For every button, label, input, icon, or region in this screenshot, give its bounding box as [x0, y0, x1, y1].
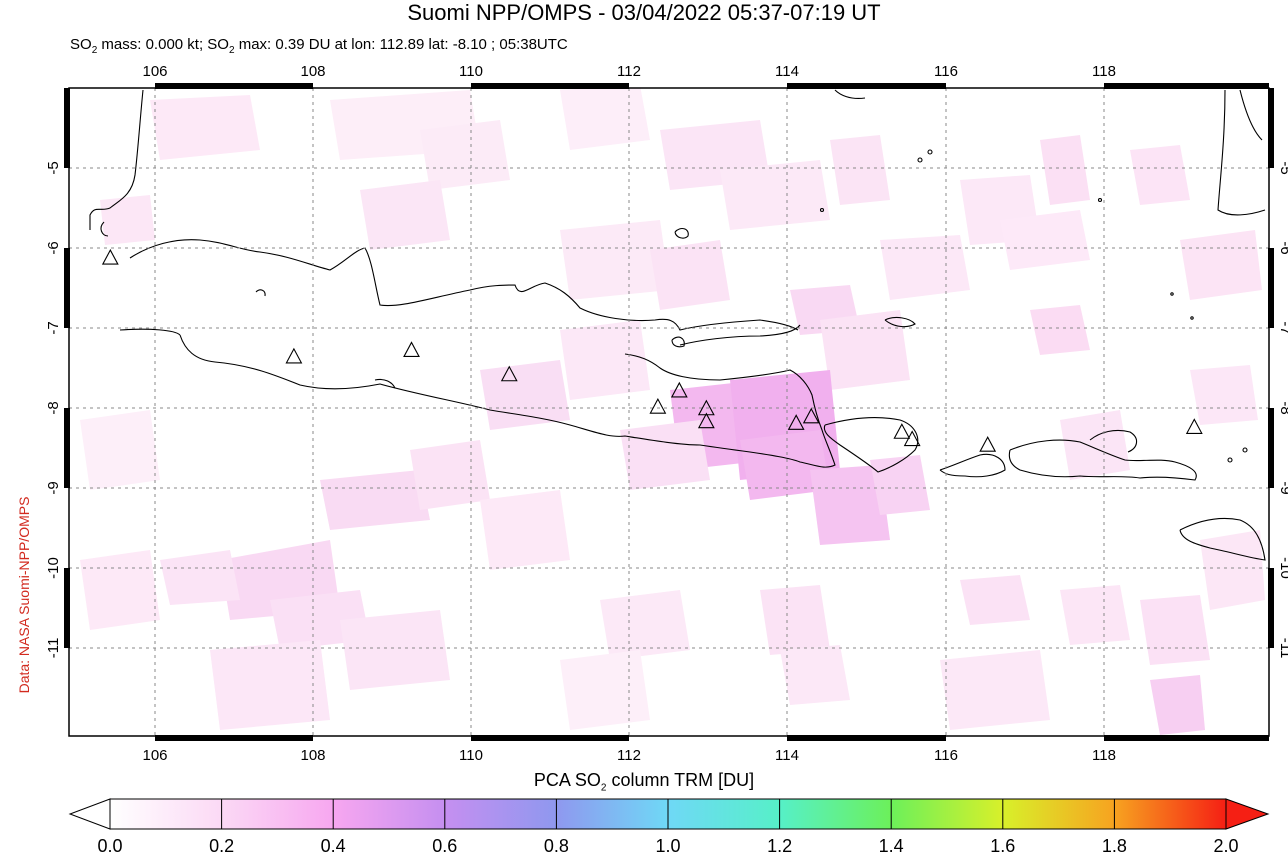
colorbar-label: 0.6	[432, 836, 458, 856]
cb-title-sub: 2	[600, 782, 607, 794]
lat-tick-right: -10	[1277, 557, 1288, 579]
colorbar-label: 1.0	[655, 836, 681, 856]
lon-tick-top: 116	[934, 63, 958, 80]
colorbar-high-arrow	[1225, 798, 1270, 830]
so2-pixels	[80, 88, 1265, 735]
lon-tick-bottom: 110	[459, 747, 483, 764]
subtitle-mid: mass: 0.000 kt; SO	[97, 36, 229, 53]
map-frame	[64, 83, 1274, 741]
so2-summary: SO2 mass: 0.000 kt; SO2 max: 0.39 DU at …	[70, 36, 568, 56]
volcano-triangle-icon	[903, 430, 921, 447]
lat-tick-left: -7	[45, 321, 62, 334]
volcano-triangle-icon	[1185, 418, 1203, 434]
axis-labels: 106 108 110 112 114 116 118 106 108 110 …	[45, 63, 1288, 764]
lon-tick-bottom: 106	[142, 747, 167, 764]
colorbar-label: 1.8	[1101, 836, 1127, 856]
lat-tick-left: -6	[45, 241, 62, 254]
subtitle-pre: SO	[70, 36, 92, 53]
lat-tick-left: -5	[45, 161, 62, 174]
lat-tick-left: -9	[45, 481, 62, 494]
volcano-triangle-icon	[802, 407, 820, 424]
subtitle-sub2: 2	[228, 45, 235, 56]
volcano-triangle-icon	[285, 347, 303, 364]
lon-tick-bottom: 116	[934, 747, 958, 764]
colorbar-ticks	[221, 799, 1115, 829]
lon-tick-top: 106	[142, 63, 167, 80]
volcano-triangle-icon	[697, 412, 715, 429]
volcano-triangle-icon	[649, 397, 667, 414]
lat-tick-right: -9	[1277, 481, 1288, 494]
cb-title-pre: PCA SO	[533, 770, 601, 790]
cb-title-post: column TRM [DU]	[606, 770, 755, 790]
lon-tick-bottom: 108	[300, 747, 325, 764]
grid-lines	[69, 88, 1269, 736]
lat-tick-right: -6	[1277, 241, 1288, 254]
lon-tick-top: 112	[617, 63, 641, 80]
lon-tick-bottom: 114	[775, 747, 799, 764]
colorbar-low-arrow	[68, 798, 111, 830]
colorbar-label: 1.4	[878, 836, 904, 856]
lon-tick-top: 118	[1092, 63, 1116, 80]
lat-tick-right: -5	[1277, 161, 1288, 174]
lon-tick-bottom: 112	[617, 747, 641, 764]
volcano-triangle-icon	[787, 414, 805, 430]
lat-tick-right: -11	[1277, 638, 1288, 659]
volcano-markers	[101, 248, 1203, 452]
colorbar-label: 1.6	[990, 836, 1016, 856]
colorbar-label: 0.4	[320, 836, 346, 856]
volcano-triangle-icon	[101, 248, 119, 265]
lon-tick-bottom: 118	[1092, 747, 1116, 764]
colorbar-label: 0.8	[543, 836, 569, 856]
colorbar-label: 0.0	[97, 836, 123, 856]
volcano-triangle-icon	[893, 423, 911, 439]
volcano-triangle-icon	[500, 365, 518, 382]
lat-tick-left: -8	[45, 401, 62, 414]
map-title: Suomi NPP/OMPS - 03/04/2022 05:37-07:19 …	[407, 0, 881, 25]
colorbar-label: 1.2	[767, 836, 793, 856]
subtitle-sub: 2	[91, 45, 98, 56]
lat-tick-right: -7	[1277, 321, 1288, 334]
lon-tick-top: 114	[775, 63, 799, 80]
lon-tick-top: 110	[459, 63, 483, 80]
lat-tick-left: -10	[45, 557, 62, 579]
lat-tick-right: -8	[1277, 401, 1288, 414]
volcano-triangle-icon	[403, 341, 420, 357]
colorbar-label: 0.2	[209, 836, 235, 856]
colorbar-label: 2.0	[1213, 836, 1239, 856]
volcano-triangle-icon	[979, 436, 997, 452]
lon-tick-top: 108	[300, 63, 325, 80]
lat-tick-left: -11	[45, 638, 62, 659]
colorbar-title: PCA SO2 column TRM [DU]	[0, 770, 1288, 794]
volcano-triangle-icon	[670, 381, 688, 398]
subtitle-post: max: 0.39 DU at lon: 112.89 lat: -8.10 ;…	[234, 36, 568, 53]
